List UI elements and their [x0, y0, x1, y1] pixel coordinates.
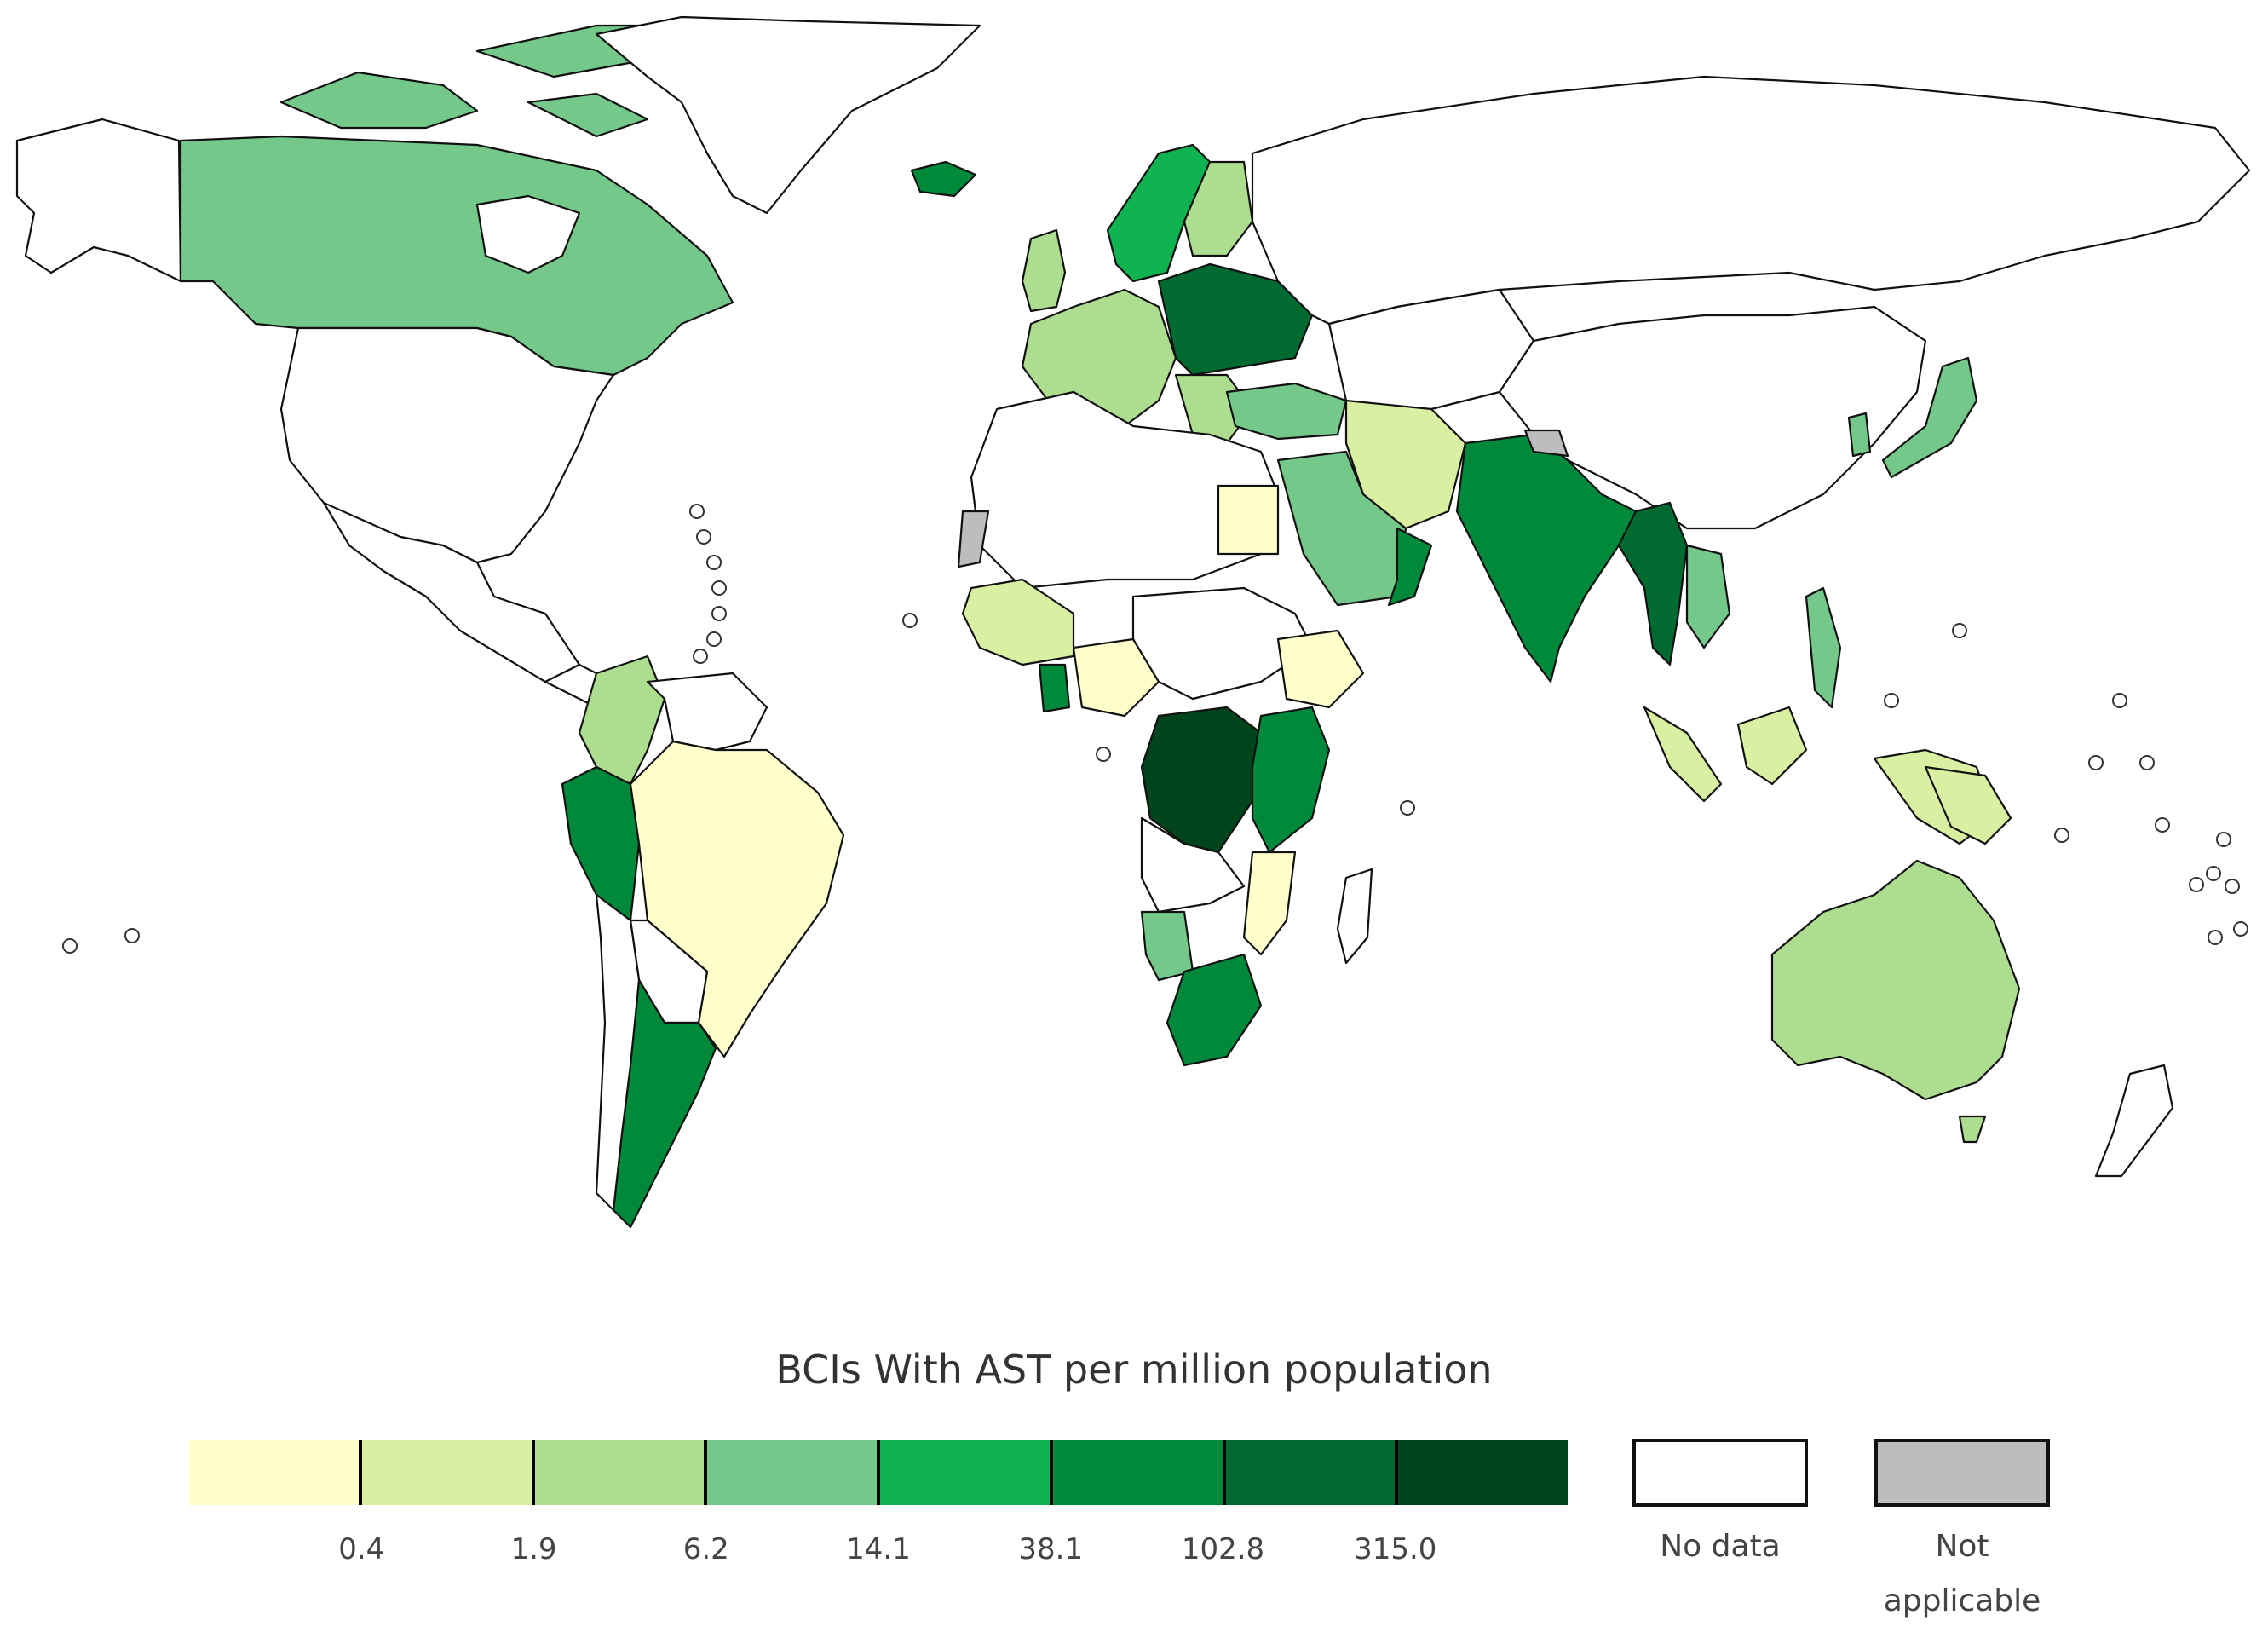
greenland-region	[595, 15, 981, 215]
legend-title: BCIs With AST per million population	[775, 1347, 1493, 1393]
legend-bin-3	[534, 1440, 708, 1505]
western-sahara	[957, 510, 990, 568]
angola-zambia	[1140, 816, 1246, 914]
west-africa-region	[961, 578, 1075, 666]
iceland-region	[910, 160, 977, 198]
oman-region	[1387, 527, 1433, 607]
uk-region	[1021, 228, 1067, 313]
central-africa	[1131, 586, 1314, 701]
not-applicable-label-line2: applicable	[1883, 1583, 2041, 1618]
kenya-tanzania-region	[1251, 706, 1331, 854]
legend-tick-label: 0.4	[338, 1532, 385, 1566]
legend-tick-label: 315.0	[1354, 1532, 1437, 1566]
ghana-region	[1038, 663, 1071, 713]
mozambique-region	[1242, 851, 1297, 956]
egypt-region	[1217, 484, 1280, 556]
legend-tick-label: 1.9	[510, 1532, 557, 1566]
color-scale-bar	[189, 1440, 1568, 1505]
legend-tick-label: 38.1	[1018, 1532, 1084, 1566]
not-applicable-label-line1: Not	[1935, 1529, 1989, 1564]
ethiopia-region	[1276, 629, 1365, 709]
korea-region	[1847, 412, 1872, 458]
new-zealand-region	[2094, 1064, 2174, 1178]
namibia-region	[1140, 910, 1194, 982]
legend-tick-label: 102.8	[1181, 1532, 1265, 1566]
south-africa-region	[1166, 953, 1263, 1067]
nigeria-region	[1072, 637, 1160, 718]
venezuela-guianas	[646, 672, 768, 752]
legend-bin-7	[1225, 1440, 1399, 1505]
hudson-bay	[475, 194, 581, 274]
legend-bin-6	[1052, 1440, 1226, 1505]
australia-region	[1770, 859, 2021, 1101]
legend-bin-8	[1398, 1440, 1568, 1505]
turkey-region	[1225, 382, 1348, 441]
peru-region	[561, 765, 641, 922]
world-choropleth-map	[15, 15, 2251, 1229]
india-region	[1455, 433, 1638, 683]
legend-tick-label: 6.2	[682, 1532, 729, 1566]
legend-tick-label: 14.1	[846, 1532, 911, 1566]
papua-region	[1924, 765, 2012, 845]
china-region	[1498, 305, 1927, 530]
legend-bin-5	[880, 1440, 1053, 1505]
no-data-label: No data	[1660, 1529, 1781, 1564]
no-data-swatch	[1632, 1439, 1808, 1507]
western-europe-region	[1021, 288, 1177, 428]
vietnam-region	[1685, 544, 1731, 649]
legend-bin-2	[361, 1440, 535, 1505]
canada-region	[179, 135, 734, 377]
eastern-europe-region	[1157, 262, 1314, 377]
japan-region	[1881, 356, 1978, 479]
iran-region	[1344, 399, 1467, 530]
myanmar-region	[1617, 501, 1689, 666]
island-markers	[62, 504, 2248, 954]
legend-bin-1	[189, 1440, 362, 1505]
usa-region	[279, 326, 615, 564]
philippines-region	[1805, 586, 1842, 709]
chile-strip	[595, 893, 641, 1212]
colombia-region	[578, 655, 666, 786]
madagascar	[1336, 868, 1373, 965]
alaska-region	[15, 118, 182, 283]
russia-region	[1251, 75, 2251, 326]
tasmania	[1958, 1115, 1987, 1144]
not-applicable-swatch	[1874, 1439, 2050, 1507]
finland-baltic	[1183, 160, 1254, 257]
nepal-region	[1523, 429, 1569, 458]
legend-bin-4	[707, 1440, 880, 1505]
